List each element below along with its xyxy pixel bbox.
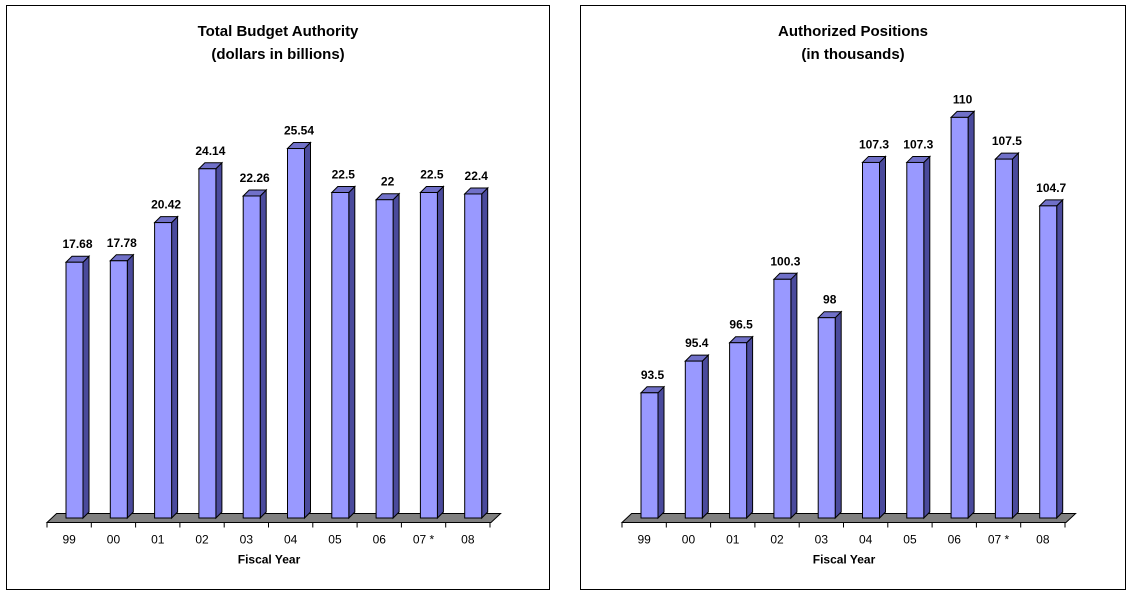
positions-value-label: 100.3 — [770, 254, 800, 268]
budget-x-tick-label: 05 — [328, 533, 342, 547]
budget-x-axis-title: Fiscal Year — [238, 553, 301, 567]
budget-x-tick-label: 99 — [62, 533, 76, 547]
budget-value-label: 22.5 — [420, 168, 444, 182]
positions-bar-side — [746, 335, 754, 520]
positions-bar-side — [923, 155, 931, 520]
budget-chart-title: Total Budget Authority — [198, 23, 359, 40]
positions-x-tick-label: 01 — [726, 533, 740, 547]
positions-x-tick-label: 08 — [1036, 533, 1050, 547]
budget-value-label: 24.14 — [195, 144, 225, 158]
budget-bar — [65, 261, 84, 519]
positions-value-label: 96.5 — [729, 318, 753, 332]
positions-value-label: 98 — [823, 293, 837, 307]
budget-bar — [242, 195, 261, 519]
positions-x-tick-label: 06 — [948, 533, 962, 547]
positions-value-label: 93.5 — [641, 368, 665, 382]
positions-bar-side — [790, 272, 798, 520]
positions-bar — [817, 317, 836, 519]
positions-x-tick-label: 99 — [637, 533, 651, 547]
budget-bar — [109, 260, 128, 519]
positions-x-tick-label: 05 — [903, 533, 917, 547]
positions-bar — [994, 158, 1013, 519]
budget-x-tick-label: 07 * — [413, 533, 435, 547]
budget-value-label: 22.4 — [465, 169, 489, 183]
positions-value-label: 107.3 — [859, 137, 889, 151]
positions-value-label: 107.3 — [903, 137, 933, 151]
budget-bar — [464, 193, 483, 519]
authorized-positions-chart-canvas: Authorized Positions (in thousands) 93.5 99… — [620, 23, 1077, 567]
budget-bar-side — [392, 192, 400, 520]
positions-bar — [1039, 205, 1058, 519]
budget-x-tick-label: 01 — [151, 533, 165, 547]
budget-bar-side — [304, 141, 311, 520]
budget-bar-side — [82, 255, 90, 520]
positions-bar — [950, 116, 969, 519]
positions-bar — [862, 161, 880, 519]
authorized-positions-chart: Authorized Positions (in thousands) 93.5 99… — [580, 5, 1126, 590]
positions-bar — [729, 342, 748, 519]
positions-bar-side — [1056, 198, 1064, 520]
positions-bar-side — [1011, 151, 1019, 520]
positions-bar-side — [879, 155, 886, 520]
budget-bar — [154, 222, 173, 519]
budget-x-tick-label: 06 — [373, 533, 387, 547]
budget-value-label: 17.78 — [107, 236, 137, 250]
budget-value-label: 22.5 — [332, 168, 356, 182]
budget-bar-side — [126, 253, 134, 520]
positions-chart-title: Authorized Positions — [778, 23, 928, 40]
positions-bar — [773, 278, 792, 519]
budget-value-label: 17.68 — [62, 237, 92, 251]
budget-x-tick-label: 02 — [195, 533, 209, 547]
budget-x-tick-label: 08 — [461, 533, 475, 547]
positions-value-label: 110 — [953, 92, 973, 106]
budget-bar — [331, 192, 350, 519]
positions-bar-side — [834, 310, 842, 520]
positions-value-label: 95.4 — [685, 336, 709, 350]
positions-bar-side — [701, 353, 709, 520]
budget-authority-chart: Total Budget Authority (dollars in billio… — [6, 5, 550, 590]
budget-bar — [287, 148, 305, 519]
budget-bar — [375, 199, 394, 519]
budget-x-tick-label: 03 — [240, 533, 254, 547]
budget-value-label: 25.54 — [284, 124, 314, 138]
positions-bar-side — [967, 110, 975, 520]
budget-bar-side — [215, 161, 223, 520]
budget-bar-side — [348, 185, 356, 520]
budget-bar-side — [436, 185, 444, 520]
positions-x-tick-label: 04 — [859, 533, 873, 547]
positions-x-tick-label: 03 — [815, 533, 829, 547]
budget-bar-side — [259, 188, 267, 520]
positions-bar-side — [657, 385, 665, 520]
positions-value-label: 104.7 — [1036, 181, 1066, 195]
budget-x-tick-label: 04 — [284, 533, 298, 547]
budget-value-label: 22 — [381, 175, 395, 189]
budget-bar-side — [481, 186, 489, 520]
positions-x-axis-title: Fiscal Year — [813, 553, 876, 567]
budget-bar — [419, 192, 438, 519]
budget-bar — [198, 168, 217, 519]
positions-bar — [684, 360, 703, 519]
positions-value-label: 107.5 — [992, 134, 1022, 148]
positions-bar — [640, 392, 659, 519]
positions-bar — [906, 161, 925, 519]
budget-chart-subtitle: (dollars in billions) — [211, 46, 344, 63]
positions-x-tick-label: 02 — [770, 533, 784, 547]
budget-x-tick-label: 00 — [107, 533, 121, 547]
budget-authority-chart-canvas: Total Budget Authority (dollars in billio… — [45, 23, 502, 567]
budget-value-label: 20.42 — [151, 198, 181, 212]
positions-x-tick-label: 07 * — [988, 533, 1010, 547]
positions-x-tick-label: 00 — [682, 533, 696, 547]
budget-bar-side — [171, 215, 179, 520]
budget-value-label: 22.26 — [240, 171, 270, 185]
positions-chart-subtitle: (in thousands) — [801, 46, 904, 63]
